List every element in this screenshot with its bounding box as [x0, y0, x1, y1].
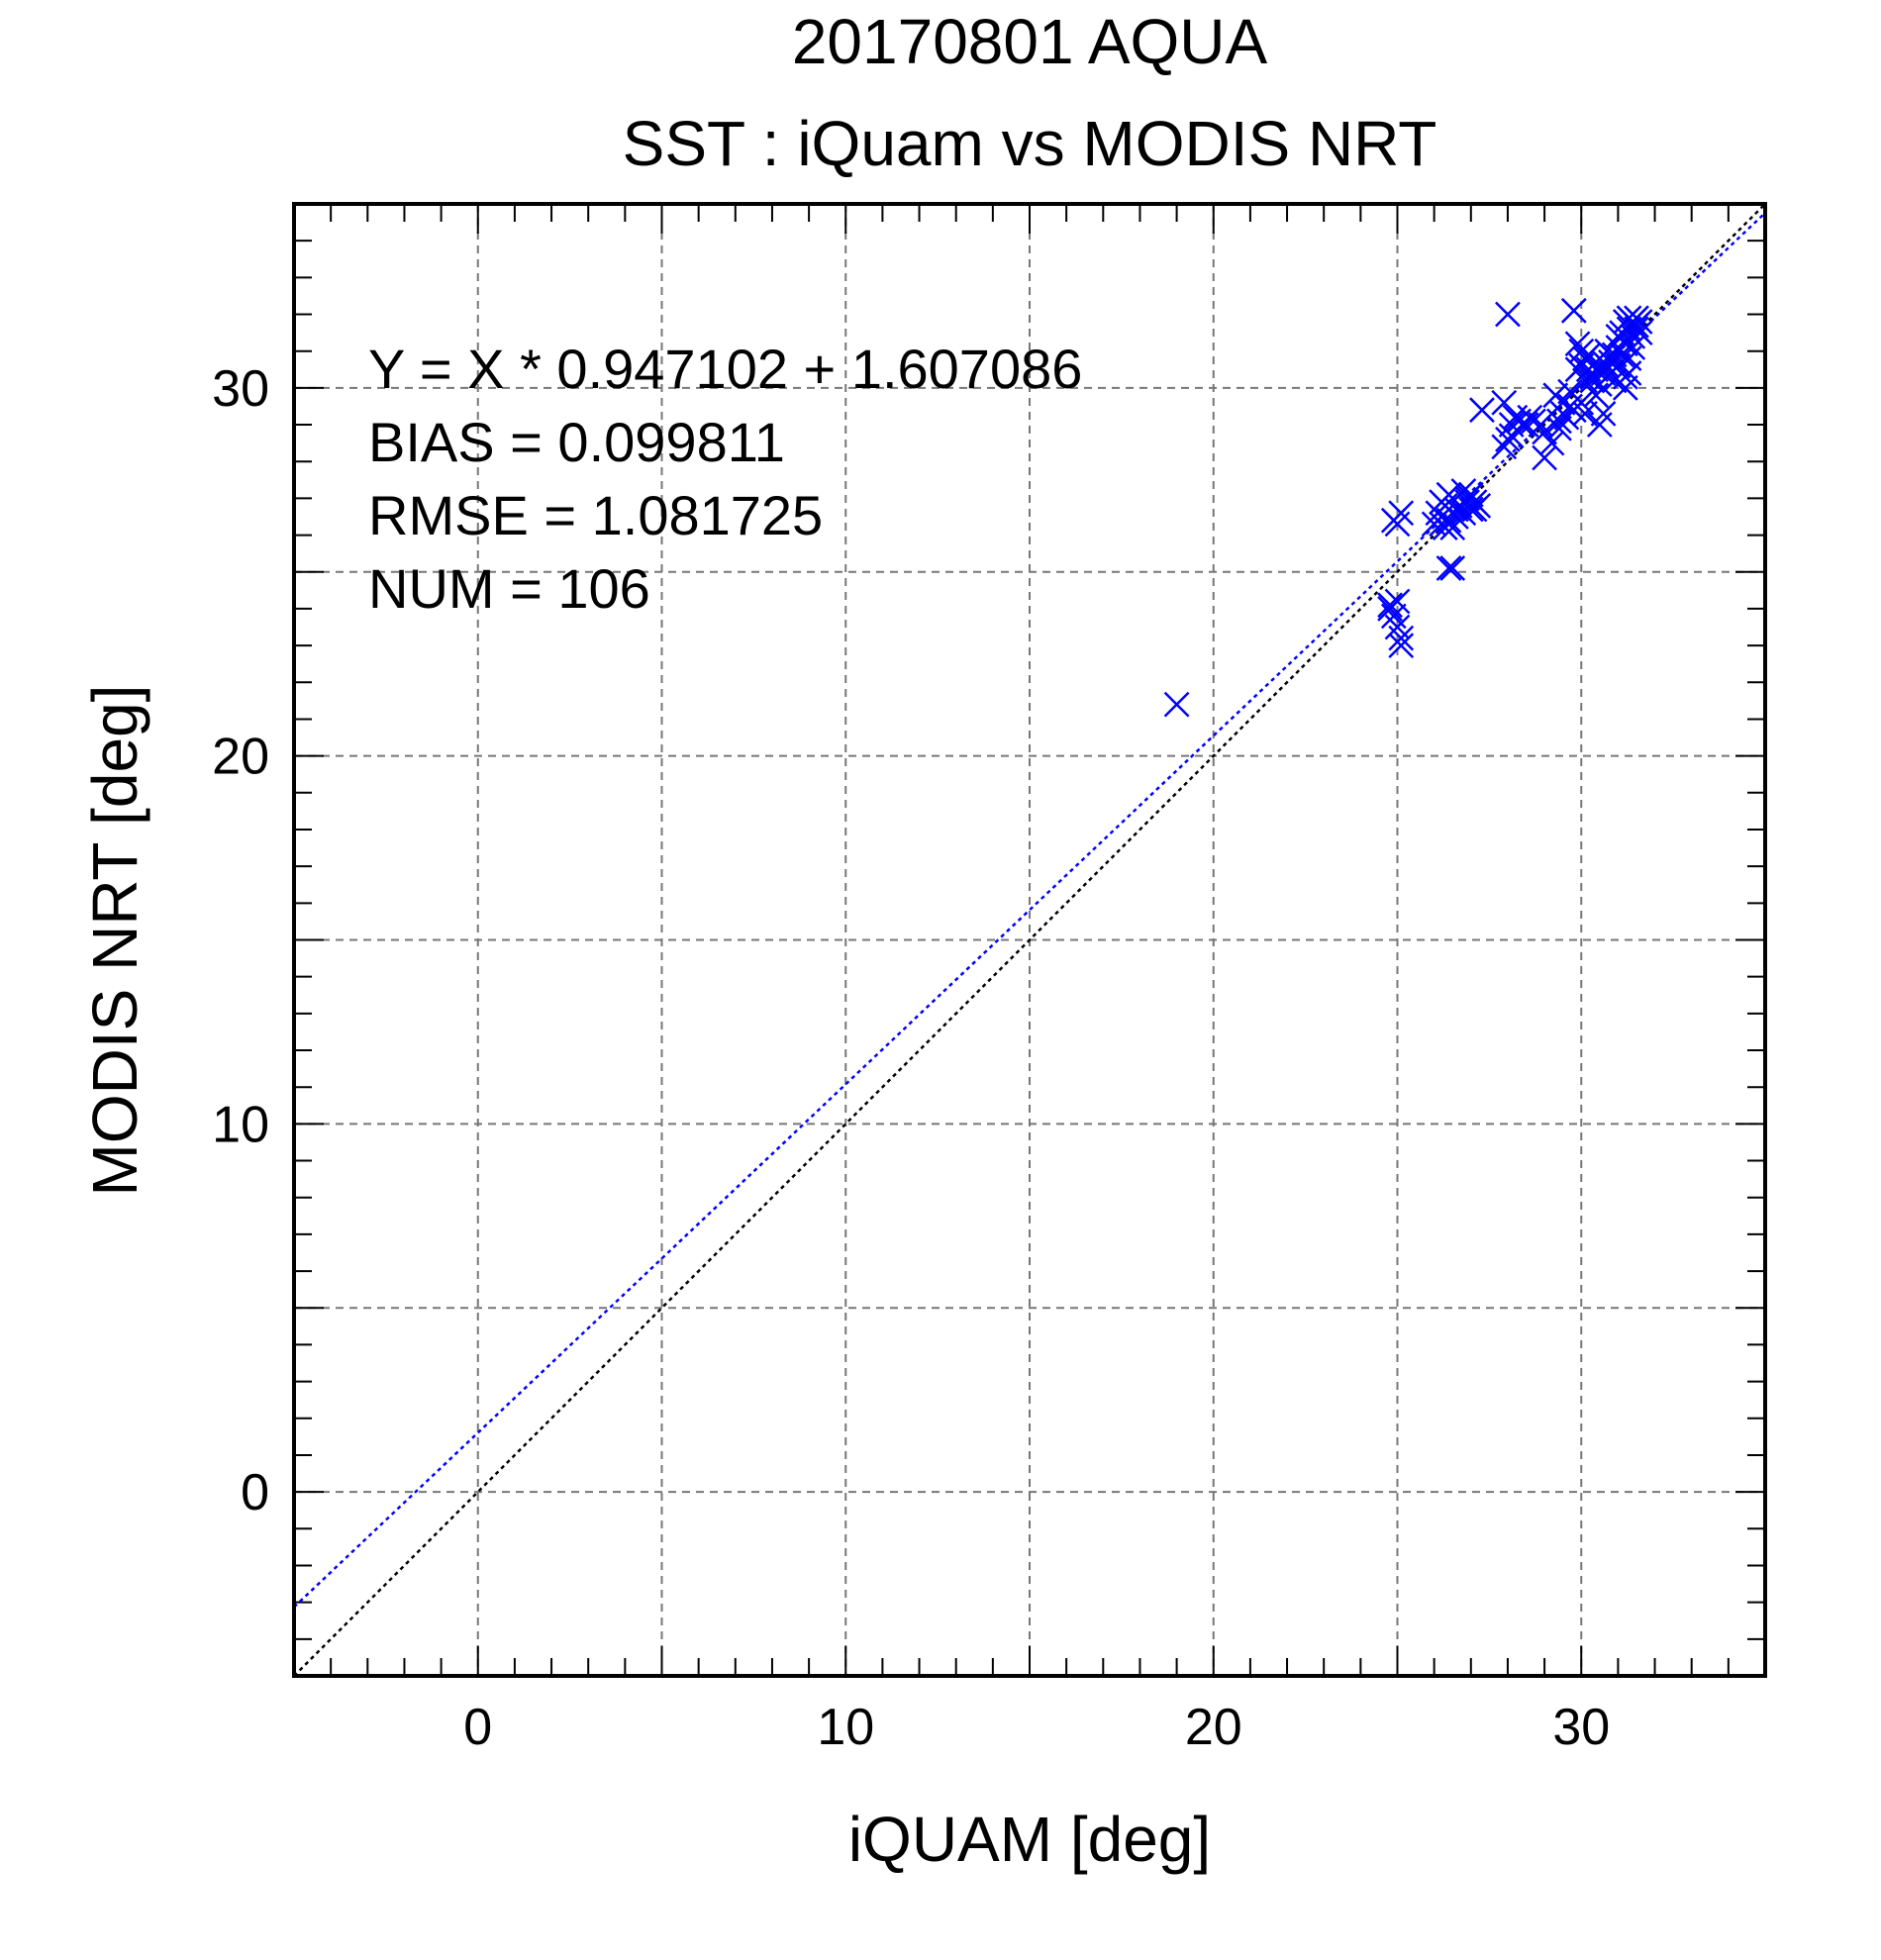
data-point: [1498, 412, 1525, 438]
data-point: [1546, 415, 1572, 441]
data-point: [1624, 316, 1649, 343]
data-point: [1513, 412, 1539, 438]
data-point: [1384, 511, 1411, 538]
x-axis-label: iQUAM [deg]: [848, 1804, 1211, 1875]
data-point: [1439, 555, 1466, 581]
data-point: [1627, 309, 1653, 335]
num-value: NUM = 106: [368, 557, 650, 620]
data-point: [1388, 633, 1415, 658]
tick-labels: 0 10 20 30 0 10 20 30: [212, 360, 1610, 1756]
data-point: [1612, 374, 1638, 401]
data-point: [1549, 389, 1576, 416]
x-tick-label: 10: [817, 1699, 874, 1756]
one-to-one-line: [293, 203, 1766, 1677]
rmse-value: RMSE = 1.081725: [368, 484, 823, 546]
data-point: [1429, 511, 1454, 538]
plot-frame: [292, 202, 1767, 1678]
data-point: [1491, 389, 1518, 416]
data-point: [1388, 625, 1415, 651]
data-point: [1616, 345, 1642, 372]
bias-value: BIAS = 0.099811: [368, 411, 785, 473]
data-point: [1436, 555, 1462, 581]
minor-ticks: [294, 204, 1765, 1676]
chart-title: 20170801 AQUA: [792, 6, 1268, 77]
regression-equation: Y = X * 0.947102 + 1.607086: [368, 338, 1082, 400]
data-point: [1461, 496, 1488, 523]
data-points: [1163, 297, 1653, 718]
chart-subtitle: SST : iQuam vs MODIS NRT: [623, 108, 1437, 179]
data-point: [1564, 356, 1591, 383]
y-tick-label: 20: [212, 729, 269, 786]
x-tick-label: 30: [1552, 1699, 1610, 1756]
data-point: [1532, 444, 1557, 471]
x-tick-label: 20: [1185, 1699, 1242, 1756]
data-point: [1590, 401, 1617, 427]
data-point: [1538, 430, 1565, 456]
data-point: [1495, 301, 1521, 328]
data-point: [1590, 348, 1617, 375]
data-point: [1557, 378, 1583, 405]
data-point: [1469, 397, 1495, 424]
data-point: [1491, 434, 1518, 460]
y-axis-label: MODIS NRT [deg]: [79, 685, 150, 1197]
data-point: [1583, 382, 1609, 409]
y-tick-label: 0: [241, 1464, 269, 1521]
x-tick-label: 0: [463, 1699, 492, 1756]
data-point: [1560, 297, 1587, 324]
y-tick-label: 30: [212, 360, 269, 418]
data-point: [1532, 419, 1557, 445]
data-point: [1377, 596, 1403, 622]
stats-annotation: Y = X * 0.947102 + 1.607086 BIAS = 0.099…: [368, 338, 1082, 620]
data-point: [1509, 412, 1535, 438]
data-point: [1163, 691, 1190, 718]
y-tick-label: 10: [212, 1096, 269, 1153]
data-point: [1620, 309, 1646, 335]
data-point: [1583, 348, 1609, 375]
data-point: [1572, 401, 1598, 427]
